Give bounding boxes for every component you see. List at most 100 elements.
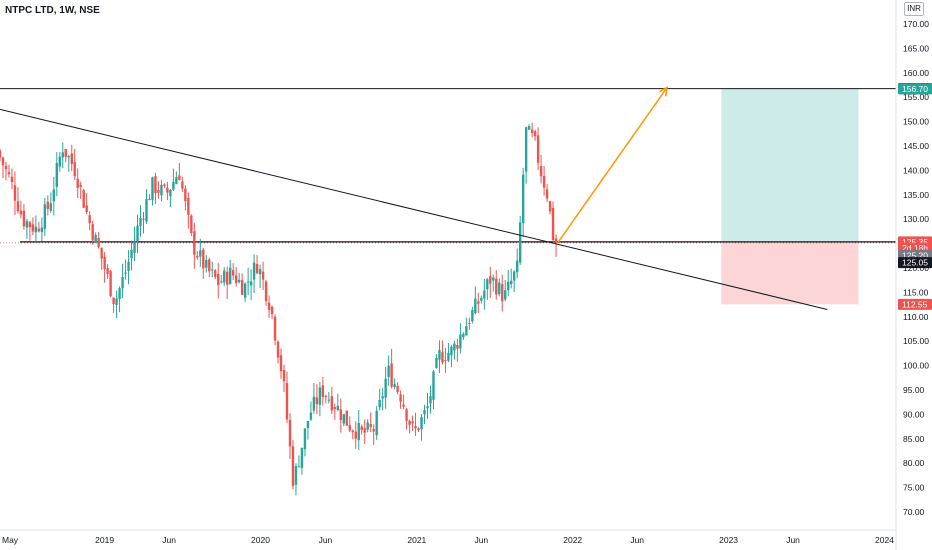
candle-body[interactable] xyxy=(16,201,20,211)
candle-body[interactable] xyxy=(100,247,103,259)
candle-body[interactable] xyxy=(10,176,14,183)
candle-body[interactable] xyxy=(276,341,280,358)
candle-body[interactable] xyxy=(348,425,351,431)
candle-body[interactable] xyxy=(432,371,435,400)
candle-body[interactable] xyxy=(441,352,444,363)
candle-body[interactable] xyxy=(226,271,229,285)
candle-body[interactable] xyxy=(474,298,477,314)
candle-body[interactable] xyxy=(243,283,247,298)
candle-body[interactable] xyxy=(321,385,325,397)
candle-body[interactable] xyxy=(411,421,414,424)
candle-body[interactable] xyxy=(447,352,450,361)
candle-body[interactable] xyxy=(336,405,340,410)
candle-body[interactable] xyxy=(533,131,537,137)
candle-body[interactable] xyxy=(399,394,402,402)
candle-body[interactable] xyxy=(288,419,292,447)
candle-body[interactable] xyxy=(426,406,429,409)
candle-body[interactable] xyxy=(127,261,130,271)
candle-body[interactable] xyxy=(438,350,441,360)
candle-body[interactable] xyxy=(498,282,501,295)
candle-body[interactable] xyxy=(372,428,375,432)
candle-body[interactable] xyxy=(309,412,313,420)
candle-body[interactable] xyxy=(34,226,38,233)
candle-body[interactable] xyxy=(551,207,555,241)
candle-body[interactable] xyxy=(512,271,516,281)
candle-body[interactable] xyxy=(548,201,552,212)
candle-body[interactable] xyxy=(378,399,381,408)
candle-body[interactable] xyxy=(133,240,136,253)
candle-body[interactable] xyxy=(303,428,307,450)
candle-body[interactable] xyxy=(196,255,199,258)
candle-body[interactable] xyxy=(67,156,70,158)
candle-body[interactable] xyxy=(148,198,151,201)
candle-body[interactable] xyxy=(315,397,319,405)
candle-body[interactable] xyxy=(258,269,262,275)
candle-body[interactable] xyxy=(396,385,399,392)
projection-arrow[interactable] xyxy=(557,87,668,243)
candle-body[interactable] xyxy=(492,277,495,281)
candle-body[interactable] xyxy=(339,409,343,420)
candle-body[interactable] xyxy=(202,249,205,269)
candle-body[interactable] xyxy=(536,135,540,163)
candle-body[interactable] xyxy=(267,302,271,311)
candle-body[interactable] xyxy=(554,238,558,243)
candle-body[interactable] xyxy=(79,185,82,187)
candle-body[interactable] xyxy=(405,409,408,421)
candle-body[interactable] xyxy=(270,306,274,315)
candle-body[interactable] xyxy=(91,224,94,241)
candle-body[interactable] xyxy=(55,163,59,187)
candle-body[interactable] xyxy=(231,270,235,276)
candle-body[interactable] xyxy=(97,237,100,248)
candle-body[interactable] xyxy=(429,396,432,404)
candle-body[interactable] xyxy=(199,250,202,257)
candle-body[interactable] xyxy=(82,190,85,208)
candle-body[interactable] xyxy=(279,355,283,372)
candle-body[interactable] xyxy=(25,221,29,228)
candle-body[interactable] xyxy=(103,256,106,270)
candle-body[interactable] xyxy=(228,267,232,284)
candle-body[interactable] xyxy=(414,426,417,429)
candle-body[interactable] xyxy=(381,396,384,399)
candle-body[interactable] xyxy=(205,259,208,268)
candle-body[interactable] xyxy=(37,228,41,232)
candle-body[interactable] xyxy=(121,277,124,289)
candle-body[interactable] xyxy=(390,363,393,387)
descending-trendline[interactable] xyxy=(0,108,828,310)
candle-body[interactable] xyxy=(52,189,56,202)
candle-body[interactable] xyxy=(444,359,447,361)
candle-body[interactable] xyxy=(515,260,519,273)
candle-body[interactable] xyxy=(468,322,471,325)
candle-body[interactable] xyxy=(1,157,5,166)
candle-body[interactable] xyxy=(351,430,354,433)
candle-body[interactable] xyxy=(184,188,187,202)
candle-body[interactable] xyxy=(345,410,348,426)
candle-body[interactable] xyxy=(246,281,250,283)
candle-body[interactable] xyxy=(160,184,163,196)
candle-body[interactable] xyxy=(40,227,44,232)
candle-body[interactable] xyxy=(384,378,387,398)
candle-body[interactable] xyxy=(166,187,169,193)
candle-body[interactable] xyxy=(145,199,148,222)
candle-body[interactable] xyxy=(524,127,528,172)
candle-body[interactable] xyxy=(423,410,426,415)
candle-body[interactable] xyxy=(318,387,322,405)
candle-body[interactable] xyxy=(178,175,181,181)
currency-label[interactable]: INR xyxy=(904,2,924,16)
candle-body[interactable] xyxy=(85,205,88,212)
candle-body[interactable] xyxy=(453,343,456,351)
candle-body[interactable] xyxy=(220,281,223,283)
candle-body[interactable] xyxy=(504,290,507,300)
candle-body[interactable] xyxy=(527,125,531,130)
candle-body[interactable] xyxy=(223,270,226,283)
candle-body[interactable] xyxy=(456,344,459,349)
candle-body[interactable] xyxy=(151,177,154,200)
candle-body[interactable] xyxy=(118,288,121,300)
target-zone[interactable] xyxy=(721,88,859,242)
candle-body[interactable] xyxy=(420,417,423,430)
candle-body[interactable] xyxy=(172,181,175,190)
candle-body[interactable] xyxy=(73,162,76,177)
candle-body[interactable] xyxy=(109,271,112,297)
candle-body[interactable] xyxy=(187,198,190,215)
candle-body[interactable] xyxy=(342,414,345,424)
candle-body[interactable] xyxy=(208,259,211,272)
